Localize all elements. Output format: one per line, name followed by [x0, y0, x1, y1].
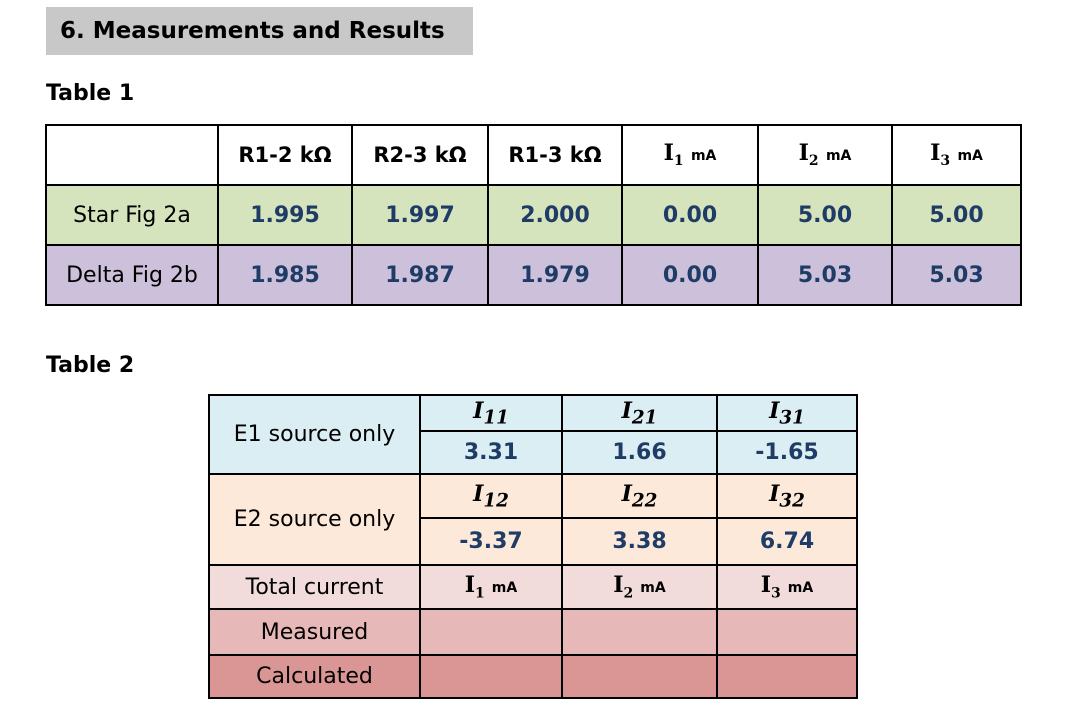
measured-cell	[716, 608, 858, 656]
table-cell: 5.00	[891, 184, 1022, 246]
table1-header-row: R1-2 kΩ R2-3 kΩ R1-3 kΩ I1 mA I2 mA I3 m…	[45, 124, 1022, 186]
current-symbol: I	[769, 480, 780, 507]
total-header-i2: I2 mA	[561, 564, 718, 610]
total-header-i1: I1 mA	[419, 564, 563, 610]
table1-header-r13: R1-3 kΩ	[487, 124, 623, 186]
calculated-cell	[419, 654, 563, 699]
table1: R1-2 kΩ R2-3 kΩ R1-3 kΩ I1 mA I2 mA I3 m…	[45, 124, 1022, 306]
e2-source-label: E2 source only	[208, 473, 421, 566]
current-symbol: I	[621, 397, 632, 424]
current-symbol: I	[760, 572, 772, 599]
current-subscript: 2	[623, 585, 634, 602]
table-cell: 5.03	[757, 244, 893, 306]
total-header-i3: I3 mA	[716, 564, 858, 610]
table1-header-i2: I2 mA	[757, 124, 893, 186]
e2-header-i12: I12	[419, 473, 563, 519]
current-subscript: 3	[771, 585, 781, 602]
e1-header-i21: I21	[561, 394, 718, 432]
table1-header-empty	[45, 124, 219, 186]
current-unit: mA	[640, 580, 666, 597]
row-label: Delta Fig 2b	[45, 244, 219, 306]
table-cell: 1.66	[561, 430, 718, 475]
current-unit: mA	[957, 148, 983, 165]
current-unit: mA	[787, 580, 814, 597]
current-symbol: I	[464, 572, 476, 599]
measured-cell	[561, 608, 718, 656]
table-cell: 1.987	[351, 244, 489, 306]
table-cell: 6.74	[716, 517, 858, 566]
current-subscript: 12	[483, 490, 509, 512]
e1-header-i31: I31	[716, 394, 858, 432]
table2-measured-row: Measured	[208, 608, 858, 656]
current-subscript: 3	[940, 153, 951, 170]
table-cell: 0.00	[621, 244, 759, 306]
e2-header-i22: I22	[561, 473, 718, 519]
table2-total-row: Total current I1 mA I2 mA I3 mA	[208, 564, 858, 610]
table-cell: 1.979	[487, 244, 623, 306]
table-cell: 5.03	[891, 244, 1022, 306]
calculated-cell	[561, 654, 718, 699]
table-cell: 3.38	[561, 517, 718, 566]
current-symbol: I	[769, 397, 780, 424]
current-subscript: 1	[673, 153, 684, 170]
table2-e2-value-row: -3.37 3.38 6.74	[209, 517, 858, 566]
e1-source-label: E1 source only	[208, 394, 421, 475]
table-cell: 0.00	[621, 184, 759, 246]
current-symbol: I	[473, 397, 484, 424]
table2-caption: Table 2	[46, 353, 135, 378]
e2-header-i32: I32	[716, 473, 858, 519]
table-cell: -1.65	[716, 430, 858, 475]
current-symbol: I	[473, 480, 484, 507]
table1-row-star: Star Fig 2a 1.995 1.997 2.000 0.00 5.00 …	[45, 184, 1022, 246]
table2: E1 source only I11 I21 I31 3.31 1.66 -1.…	[208, 394, 858, 699]
table-cell: -3.37	[419, 517, 563, 566]
table1-header-r23: R2-3 kΩ	[351, 124, 489, 186]
current-subscript: 2	[808, 153, 819, 170]
table-cell: 2.000	[487, 184, 623, 246]
current-unit: mA	[825, 148, 852, 165]
current-subscript: 32	[779, 490, 805, 512]
section-title: 6. Measurements and Results	[46, 7, 473, 55]
current-subscript: 1	[475, 585, 485, 602]
table1-header-i3: I3 mA	[891, 124, 1022, 186]
measured-cell	[419, 608, 563, 656]
total-current-label: Total current	[208, 564, 421, 610]
e1-header-i11: I11	[419, 394, 563, 432]
current-symbol: I	[663, 140, 674, 167]
table-cell: 1.985	[217, 244, 353, 306]
calculated-cell	[716, 654, 858, 699]
table-cell: 3.31	[419, 430, 563, 475]
row-label: Star Fig 2a	[45, 184, 219, 246]
current-symbol: I	[621, 480, 632, 507]
table1-header-r12: R1-2 kΩ	[217, 124, 353, 186]
table1-row-delta: Delta Fig 2b 1.985 1.987 1.979 0.00 5.03…	[45, 244, 1022, 306]
table1-header-i1: I1 mA	[621, 124, 759, 186]
table2-calculated-row: Calculated	[208, 654, 858, 699]
measured-label: Measured	[208, 608, 421, 656]
current-subscript: 31	[779, 407, 805, 429]
table1-caption: Table 1	[46, 81, 135, 106]
table2-e1-value-row: 3.31 1.66 -1.65	[209, 430, 858, 475]
current-unit: mA	[690, 148, 717, 165]
table2-e2-header-row: E2 source only I12 I22 I32	[208, 473, 858, 566]
table-cell: 1.995	[217, 184, 353, 246]
current-symbol: I	[798, 140, 809, 167]
table2-e1-header-row: E1 source only I11 I21 I31	[208, 394, 858, 475]
current-unit: mA	[491, 580, 518, 597]
current-symbol: I	[613, 572, 624, 599]
current-subscript: 22	[631, 490, 658, 512]
current-subscript: 11	[483, 407, 509, 429]
table-cell: 5.00	[757, 184, 893, 246]
table-cell: 1.997	[351, 184, 489, 246]
calculated-label: Calculated	[208, 654, 421, 699]
current-symbol: I	[930, 140, 941, 167]
current-subscript: 21	[631, 407, 658, 429]
